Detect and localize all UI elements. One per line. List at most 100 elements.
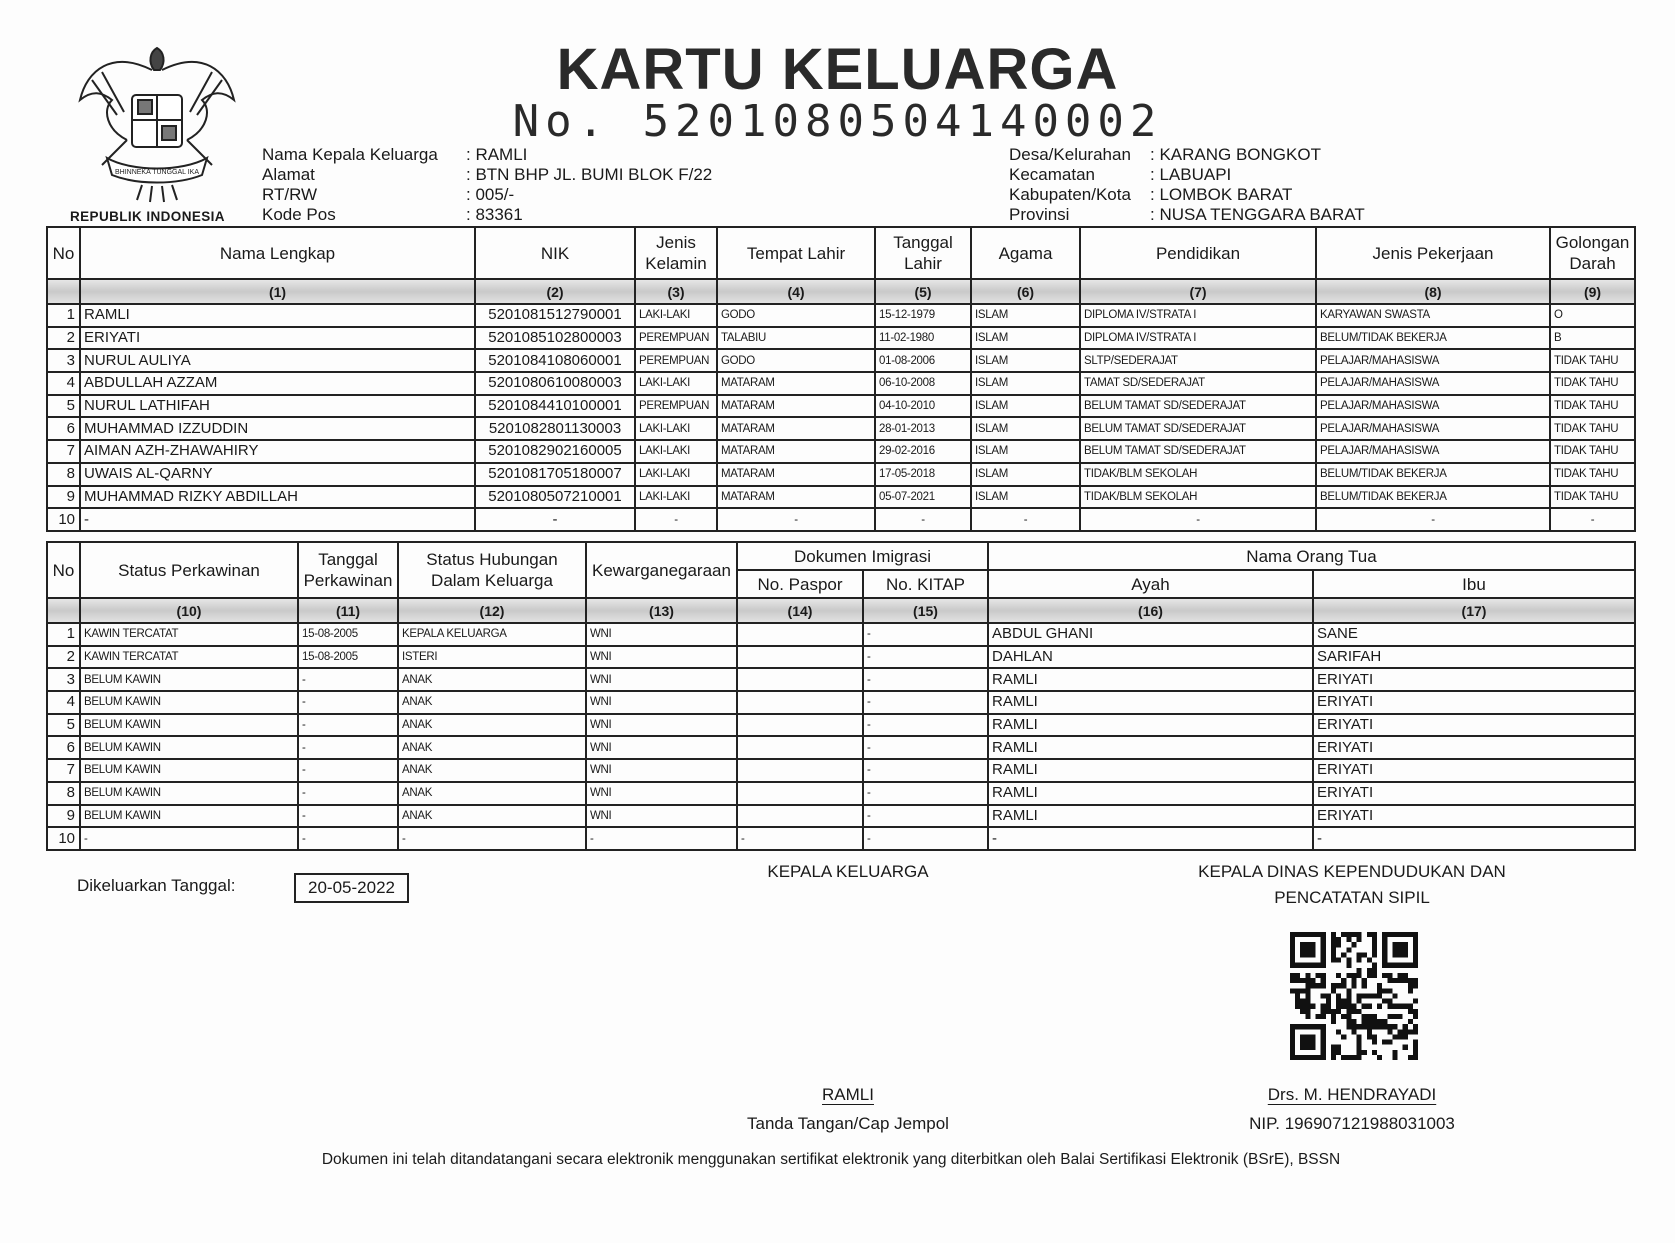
- cell-0: 9: [46, 803, 81, 829]
- cell-1: MUHAMMAD RIZKY ABDILLAH: [79, 484, 476, 510]
- cell-8: PELAJAR/MAHASISWA: [1315, 416, 1551, 442]
- cell-7: TIDAK/BLM SEKOLAH: [1079, 484, 1317, 510]
- cell-1: -: [79, 826, 299, 851]
- qr-module: [1356, 1024, 1362, 1030]
- qr-module: [1320, 993, 1326, 999]
- qr-module: [1336, 983, 1342, 989]
- qr-module: [1366, 957, 1372, 963]
- qr-module: [1330, 932, 1337, 938]
- qr-module: [1290, 1024, 1296, 1030]
- cell-8: BELUM/TIDAK BEKERJA: [1315, 484, 1551, 510]
- qr-module: [1305, 1044, 1311, 1050]
- qr-module: [1377, 1003, 1383, 1009]
- cell-7: RAMLI: [987, 667, 1314, 693]
- header-no: No: [46, 541, 81, 599]
- qr-module: [1387, 1029, 1393, 1035]
- qr-module: [1382, 962, 1388, 968]
- cell-7: BELUM TAMAT SD/SEDERAJAT: [1079, 416, 1317, 442]
- qr-module: [1295, 972, 1301, 979]
- kk-number: No. 5201080504140002: [0, 96, 1675, 147]
- qr-module: [1412, 1049, 1418, 1055]
- column-number: (12): [397, 597, 587, 624]
- qr-module: [1300, 1003, 1306, 1009]
- cell-1: -: [79, 507, 476, 532]
- cell-4: GODO: [716, 303, 876, 328]
- qr-module: [1336, 1008, 1342, 1014]
- cell-1: BELUM KAWIN: [79, 712, 299, 738]
- qr-module: [1320, 1039, 1326, 1045]
- qr-module: [1351, 1024, 1357, 1030]
- qr-module: [1412, 1039, 1418, 1045]
- qr-module: [1356, 1034, 1362, 1040]
- qr-module: [1305, 983, 1311, 989]
- cell-4: MATARAM: [716, 439, 876, 464]
- cell-3: LAKI-LAKI: [634, 416, 718, 442]
- cell-6: ISLAM: [970, 439, 1081, 464]
- cell-7: ABDUL GHANI: [987, 622, 1314, 647]
- qr-module: [1397, 947, 1403, 953]
- qr-module: [1407, 962, 1413, 968]
- head-of-family-title: KEPALA KELUARGA: [767, 862, 929, 881]
- cell-7: BELUM TAMAT SD/SEDERAJAT: [1079, 393, 1317, 419]
- kk-number-label: No.: [512, 96, 611, 147]
- cell-3: ANAK: [397, 667, 587, 693]
- qr-module: [1305, 1024, 1311, 1030]
- qr-module: [1325, 998, 1331, 1004]
- qr-module: [1305, 962, 1311, 968]
- cell-4: MATARAM: [716, 484, 876, 510]
- column-number: (14): [736, 597, 864, 624]
- cell-1: BELUM KAWIN: [79, 667, 299, 693]
- cell-8: KARYAWAN SWASTA: [1315, 303, 1551, 328]
- cell-3: ANAK: [397, 690, 587, 715]
- table-row: 4 BELUM KAWIN - ANAK WNI - RAMLI ERIYATI: [46, 690, 1636, 715]
- qr-module: [1346, 962, 1352, 968]
- qr-module: [1315, 1054, 1321, 1060]
- qr-module: [1295, 962, 1301, 968]
- column-number: (1): [79, 278, 476, 305]
- qr-module: [1330, 1019, 1337, 1025]
- qr-module: [1382, 932, 1388, 938]
- kk-number-value: 5201080504140002: [642, 96, 1163, 147]
- cell-0: 1: [46, 622, 81, 647]
- qr-module: [1361, 993, 1367, 999]
- qr-module: [1382, 1019, 1388, 1025]
- cell-2: -: [297, 735, 399, 761]
- qr-module: [1356, 1008, 1362, 1014]
- qr-module: [1371, 1013, 1378, 1020]
- header-pendidikan: Pendidikan: [1079, 226, 1317, 280]
- cell-1: UWAIS AL-QARNY: [79, 461, 476, 487]
- qr-module: [1392, 952, 1398, 958]
- qr-module: [1336, 1029, 1342, 1035]
- cell-3: -: [397, 826, 587, 851]
- cell-4: TALABIU: [716, 325, 876, 351]
- header-nama-lengkap: Nama Lengkap: [79, 226, 476, 280]
- cell-6: -: [862, 622, 989, 647]
- qr-module: [1371, 1034, 1378, 1040]
- header-nama-orang-tua: Nama Orang Tua: [987, 541, 1636, 571]
- qr-module: [1305, 952, 1311, 958]
- info-value: : 005/-: [466, 185, 515, 204]
- qr-module: [1412, 978, 1418, 984]
- qr-module: [1392, 1034, 1398, 1040]
- cell-8: ERIYATI: [1312, 758, 1636, 783]
- cell-9: -: [1549, 507, 1636, 532]
- qr-module: [1336, 1003, 1342, 1009]
- qr-module: [1346, 972, 1352, 979]
- qr-module: [1407, 1054, 1413, 1060]
- cell-2: 5201080610080003: [474, 371, 636, 396]
- qr-module: [1305, 932, 1311, 938]
- qr-module: [1366, 1024, 1372, 1030]
- cell-0: 7: [46, 439, 81, 464]
- qr-module: [1315, 962, 1321, 968]
- header-ibu: Ibu: [1312, 569, 1636, 599]
- cell-5: 17-05-2018: [874, 461, 972, 487]
- cell-1: BELUM KAWIN: [79, 758, 299, 783]
- qr-module: [1315, 983, 1321, 989]
- issued-label: Dikeluarkan Tanggal:: [77, 876, 236, 895]
- qr-module: [1320, 1029, 1326, 1035]
- qr-module: [1341, 978, 1347, 984]
- qr-module: [1320, 937, 1326, 943]
- qr-module: [1346, 947, 1352, 953]
- cell-0: 7: [46, 758, 81, 783]
- cell-6: -: [862, 826, 989, 851]
